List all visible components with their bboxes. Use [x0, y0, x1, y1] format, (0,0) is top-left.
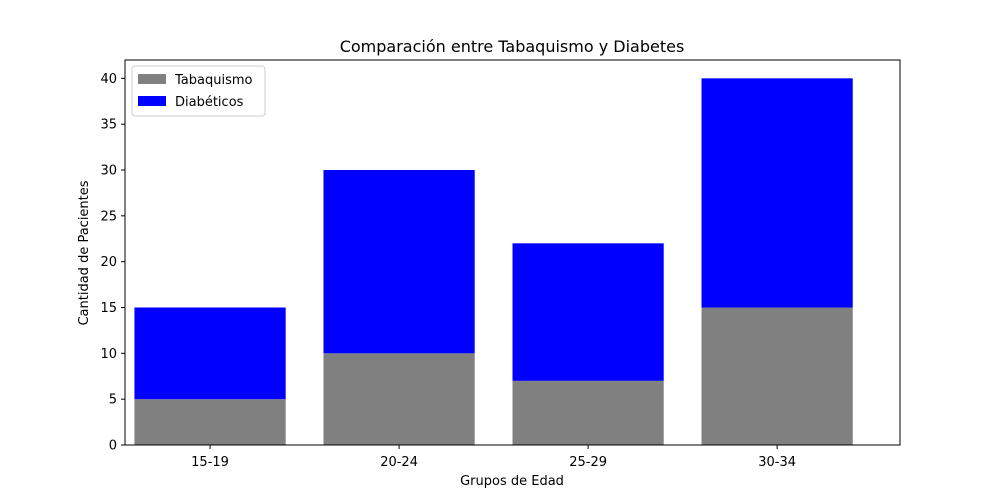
legend: Tabaquismo Diabéticos: [131, 65, 266, 117]
bars-layer: [134, 78, 853, 445]
y-tick-label: 20: [100, 255, 117, 270]
y-tick-label: 30: [100, 164, 117, 179]
legend-label: Tabaquismo: [174, 73, 253, 88]
y-axis-label: Cantidad de Pacientes: [77, 180, 92, 325]
legend-swatch: [138, 96, 166, 106]
y-tick-label: 40: [100, 72, 117, 87]
y-tick-label: 10: [100, 347, 117, 362]
axes-layer: 0 5 10 15 20 25 30 35 40 15-19 20-24 25-29 30-34: [100, 59, 901, 470]
x-axis-label: Grupos de Edad: [460, 474, 564, 489]
y-tick-label: 15: [100, 301, 117, 316]
bar-tabaquismo-15-19: [134, 399, 286, 445]
y-tick-label: 25: [100, 209, 117, 224]
bar-diab-ticos-25-29: [512, 243, 664, 381]
chart-title: Comparación entre Tabaquismo y Diabetes: [340, 37, 685, 56]
x-tick-label: 15-19: [191, 455, 229, 470]
legend-label: Diabéticos: [175, 95, 244, 110]
y-tick-label: 0: [109, 439, 117, 454]
bar-tabaquismo-30-34: [701, 307, 853, 445]
x-tick-label: 25-29: [569, 455, 607, 470]
y-tick-label: 5: [109, 393, 117, 408]
x-tick-label: 30-34: [758, 455, 796, 470]
bar-tabaquismo-20-24: [323, 353, 475, 445]
legend-swatch: [138, 74, 166, 84]
bar-diab-ticos-30-34: [701, 78, 853, 308]
plot-frame: [124, 59, 901, 446]
bar-tabaquismo-25-29: [512, 380, 664, 445]
bar-diab-ticos-15-19: [134, 307, 286, 400]
bar-diab-ticos-20-24: [323, 170, 475, 354]
x-tick-label: 20-24: [380, 455, 418, 470]
y-tick-label: 35: [100, 118, 117, 133]
